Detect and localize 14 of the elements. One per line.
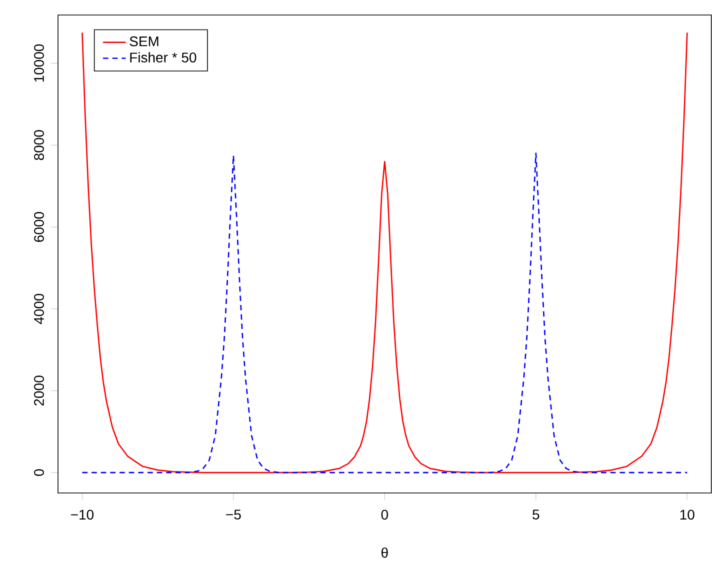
x-tick-label: −10 <box>71 510 94 520</box>
legend-label: Fisher * 50 <box>130 52 196 62</box>
legend-label: SEM <box>130 36 158 46</box>
x-tick-label: 0 <box>381 510 388 520</box>
x-tick-label: 10 <box>680 510 694 520</box>
y-tick-label: 0 <box>34 469 44 476</box>
x-axis-title: θ <box>382 547 388 558</box>
x-tick-label: −5 <box>226 510 241 520</box>
y-tick-label: 4000 <box>34 294 44 324</box>
y-tick-label: 2000 <box>34 376 44 406</box>
x-tick-label: 5 <box>532 510 540 520</box>
y-tick-label: 8000 <box>34 130 44 160</box>
y-tick-label: 10000 <box>34 44 44 82</box>
y-tick-label: 6000 <box>34 212 44 242</box>
